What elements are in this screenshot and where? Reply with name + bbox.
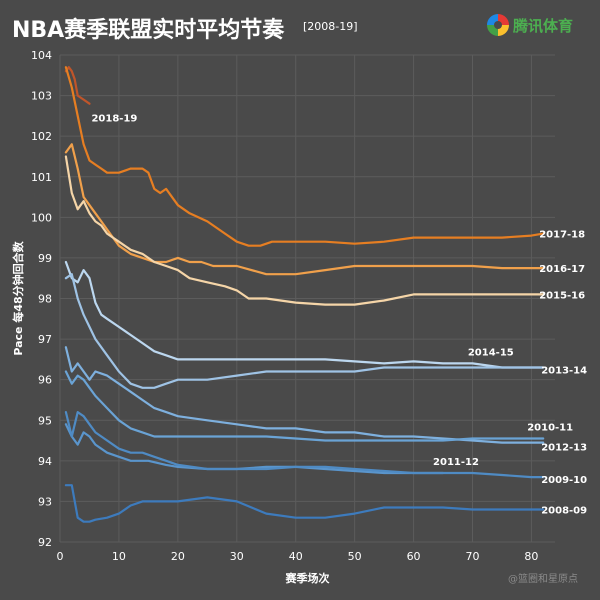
series-line-2009-10 [64, 411, 545, 479]
series-line-2012-13 [64, 346, 545, 444]
series-line-2013-14 [64, 273, 545, 389]
y-tick-label: 98 [38, 293, 52, 306]
series-label-2008-09: 2008-09 [541, 506, 587, 517]
x-tick-label: 20 [171, 550, 185, 563]
y-tick-label: 100 [31, 211, 52, 224]
y-tick-label: 104 [31, 49, 52, 62]
x-axis-title: 赛季场次 [285, 571, 330, 585]
tencent-sports-logo: 腾讯体育 [487, 14, 589, 44]
chart-title: NBA赛季联盟实时平均节奏 [12, 18, 285, 43]
series-label-2009-10: 2009-10 [541, 475, 587, 486]
y-tick-label: 101 [31, 171, 52, 184]
series-label-2012-13: 2012-13 [541, 443, 587, 454]
logo-name: 腾讯体育 [513, 17, 574, 35]
y-tick-label: 102 [31, 130, 52, 143]
y-tick-label: 93 [38, 495, 52, 508]
y-tick-label: 99 [38, 252, 52, 265]
x-tick-label: 40 [289, 550, 303, 563]
y-axis-title: Pace 每48分钟回合数 [11, 240, 25, 355]
y-tick-label: 94 [38, 455, 52, 468]
logo-mark-icon [487, 14, 509, 36]
y-tick-label: 95 [38, 414, 52, 427]
x-tick-label: 30 [230, 550, 244, 563]
chart-subtitle: [2008-19] [303, 20, 358, 33]
series-line-2011-12 [64, 423, 445, 475]
series-line-2018-19 [64, 66, 91, 105]
series-line-2008-09 [64, 484, 545, 523]
series-line-2015-16 [64, 155, 545, 306]
series-label-2018-19: 2018-19 [91, 114, 137, 125]
y-tick-label: 103 [31, 90, 52, 103]
y-tick-label: 97 [38, 333, 52, 346]
series-label-2013-14: 2013-14 [541, 365, 587, 376]
series-label-2017-18: 2017-18 [539, 230, 585, 241]
watermark: @篮圈和星原点 [508, 574, 578, 585]
series-line-2017-18 [64, 66, 545, 247]
series-labels: 2018-19 2017-18 2016-17 2015-16 2014-15 2013-… [91, 114, 587, 517]
y-tick-label: 92 [38, 536, 52, 549]
x-tick-label: 0 [57, 550, 64, 563]
series-line-2014-15 [64, 260, 545, 369]
series-label-2016-17: 2016-17 [539, 264, 585, 275]
axis-ticks: 92 93 94 95 96 97 98 99 100 101 102 103 104 0 10 20 30 40… [31, 49, 538, 563]
y-tick-label: 96 [38, 374, 52, 387]
x-tick-label: 80 [524, 550, 538, 563]
series-label-2014-15: 2014-15 [468, 347, 514, 358]
grid [59, 54, 555, 543]
x-tick-label: 60 [407, 550, 421, 563]
series-label-2011-12: 2011-12 [433, 457, 479, 468]
series-label-2015-16: 2015-16 [539, 290, 585, 301]
series-line-2016-17 [64, 143, 545, 276]
x-tick-label: 50 [348, 550, 362, 563]
x-tick-label: 10 [112, 550, 126, 563]
series-label-2010-11: 2010-11 [527, 423, 573, 434]
series-lines [64, 66, 545, 523]
x-tick-label: 70 [466, 550, 480, 563]
series-line-2010-11 [64, 370, 545, 442]
